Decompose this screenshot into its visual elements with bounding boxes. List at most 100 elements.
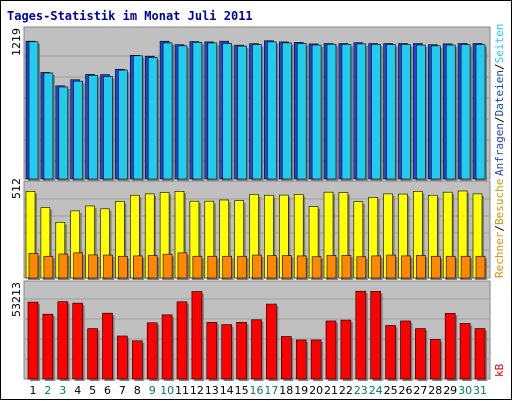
bar-kb-29 <box>444 313 456 380</box>
bar-rechner-9 <box>147 255 158 279</box>
bar-dateien-19 <box>296 43 307 180</box>
day-label-20: 20 <box>309 384 323 397</box>
bar-rechner-8 <box>133 255 143 279</box>
bar-rechner-11 <box>177 252 188 279</box>
bar-kb-5 <box>87 328 98 380</box>
legend-entry: / <box>493 116 506 123</box>
day-label-11: 11 <box>175 384 189 397</box>
day-label-16: 16 <box>250 384 264 397</box>
day-label-23: 23 <box>354 384 368 397</box>
bar-rechner-24 <box>371 255 382 279</box>
bar-dateien-27 <box>416 44 426 180</box>
legend-entry: / <box>493 225 506 232</box>
day-label-5: 5 <box>89 384 96 397</box>
bar-dateien-15 <box>237 45 247 180</box>
bar-kb-21 <box>325 320 337 380</box>
day-label-4: 4 <box>74 384 81 397</box>
bar-rechner-15 <box>237 255 247 279</box>
bar-rechner-27 <box>416 255 426 279</box>
bar-rechner-18 <box>281 255 292 279</box>
bar-kb-13 <box>206 321 218 380</box>
bar-dateien-20 <box>311 44 322 180</box>
top-legend: Anfragen/Dateien/Seiten <box>493 24 506 176</box>
legend-entry: Dateien <box>493 70 506 116</box>
bar-dateien-14 <box>222 43 232 180</box>
bar-kb-19 <box>295 339 307 380</box>
bar-rechner-19 <box>296 255 307 279</box>
bar-kb-27 <box>415 328 426 380</box>
day-label-6: 6 <box>104 384 111 397</box>
bar-rechner-13 <box>207 255 218 279</box>
bar-dateien-25 <box>386 44 396 180</box>
bar-kb-16 <box>251 319 262 380</box>
bar-kb-2 <box>42 313 54 380</box>
day-label-17: 17 <box>264 384 278 397</box>
day-label-2: 2 <box>44 384 51 397</box>
bar-rechner-22 <box>341 255 352 279</box>
day-label-10: 10 <box>160 384 174 397</box>
bar-rechner-6 <box>103 254 113 279</box>
day-label-13: 13 <box>205 384 219 397</box>
bar-dateien-7 <box>118 69 128 180</box>
day-label-14: 14 <box>220 384 234 397</box>
bar-kb-31 <box>474 328 486 380</box>
bar-rechner-2 <box>43 255 54 279</box>
bar-kb-8 <box>132 340 143 380</box>
bar-dateien-1 <box>28 41 39 180</box>
bar-rechner-17 <box>267 255 277 279</box>
bar-rechner-30 <box>460 255 471 279</box>
bar-dateien-2 <box>43 72 54 180</box>
legend-text: Anfragen/Dateien/Seiten <box>493 24 506 176</box>
bar-kb-1 <box>27 301 39 380</box>
legend-entry: kB <box>493 363 506 377</box>
day-label-28: 28 <box>428 384 442 397</box>
bar-dateien-30 <box>460 44 471 180</box>
bar-kb-28 <box>429 339 441 380</box>
bar-kb-11 <box>176 301 188 380</box>
bar-dateien-16 <box>252 44 262 180</box>
bottom-legend: kB <box>493 363 506 377</box>
bar-rechner-26 <box>401 255 411 279</box>
day-label-1: 1 <box>30 384 37 397</box>
bar-dateien-26 <box>401 44 411 180</box>
legend-entry: Anfragen <box>493 123 506 176</box>
day-label-22: 22 <box>339 384 353 397</box>
bar-kb-3 <box>57 301 69 380</box>
bar-dateien-8 <box>133 55 143 180</box>
bar-dateien-13 <box>207 42 218 180</box>
bar-rechner-14 <box>222 255 232 279</box>
bar-dateien-24 <box>371 44 382 180</box>
bar-kb-4 <box>72 302 83 380</box>
bar-kb-12 <box>191 291 203 380</box>
bar-dateien-29 <box>445 44 456 180</box>
day-label-31: 31 <box>473 384 487 397</box>
day-label-8: 8 <box>134 384 141 397</box>
bar-rechner-20 <box>311 256 322 279</box>
bar-rechner-21 <box>326 255 337 279</box>
bar-dateien-17 <box>267 41 277 180</box>
bar-rechner-23 <box>356 256 367 279</box>
bar-kb-30 <box>459 323 471 380</box>
day-label-27: 27 <box>413 384 427 397</box>
bar-dateien-28 <box>430 45 441 180</box>
bar-kb-25 <box>385 325 396 380</box>
day-label-18: 18 <box>279 384 293 397</box>
bar-rechner-16 <box>252 254 262 279</box>
legend-text: Rechner/Besuche <box>493 179 506 278</box>
bottom-ymax-label: 53213 <box>10 282 23 317</box>
bar-dateien-4 <box>73 80 83 180</box>
middle-legend: Rechner/Besuche <box>493 179 506 278</box>
top-ymax-label: 1219 <box>10 28 23 56</box>
bar-dateien-12 <box>192 42 203 180</box>
legend-text: kB <box>493 363 506 377</box>
bar-kb-9 <box>146 322 158 380</box>
bar-kb-17 <box>266 303 277 380</box>
day-label-9: 9 <box>149 384 156 397</box>
bar-dateien-5 <box>88 75 98 180</box>
bar-rechner-3 <box>58 253 69 279</box>
bar-dateien-9 <box>147 57 158 180</box>
chart-title: Tages-Statistik im Monat Juli 2011 <box>7 9 253 23</box>
day-label-7: 7 <box>119 384 126 397</box>
